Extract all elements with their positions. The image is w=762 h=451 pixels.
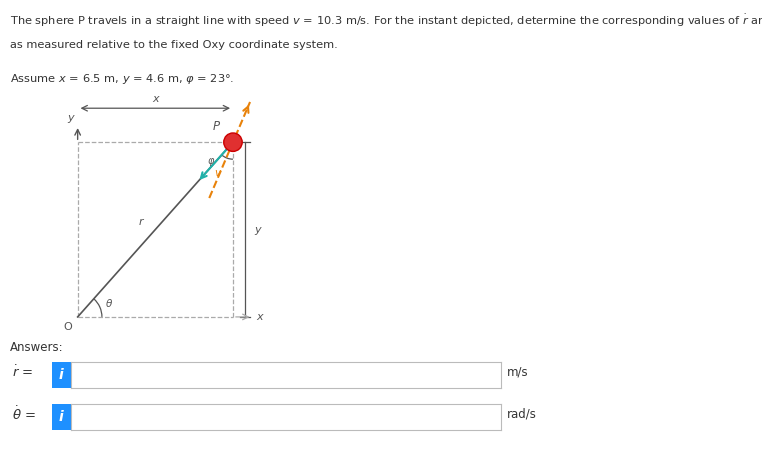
Text: $\dot{r}$ =: $\dot{r}$ = — [12, 364, 34, 380]
Text: rad/s: rad/s — [507, 408, 536, 420]
Text: P: P — [213, 120, 219, 133]
Text: x: x — [256, 312, 263, 322]
Text: i: i — [59, 410, 64, 424]
Text: Answers:: Answers: — [10, 341, 63, 354]
Text: $\varphi$: $\varphi$ — [207, 156, 216, 168]
Text: m/s: m/s — [507, 366, 528, 378]
Text: $\dot{\theta}$ =: $\dot{\theta}$ = — [12, 405, 36, 423]
Text: as measured relative to the fixed Oxy coordinate system.: as measured relative to the fixed Oxy co… — [10, 40, 338, 50]
Text: Assume $x$ = 6.5 m, $y$ = 4.6 m, $\varphi$ = 23°.: Assume $x$ = 6.5 m, $y$ = 4.6 m, $\varph… — [10, 72, 234, 86]
Text: i: i — [59, 368, 64, 382]
Text: r: r — [139, 216, 143, 227]
Circle shape — [224, 133, 242, 152]
Text: x: x — [152, 93, 158, 104]
Text: $\theta$: $\theta$ — [105, 297, 114, 309]
Text: The sphere P travels in a straight line with speed $v$ = 10.3 m/s. For the insta: The sphere P travels in a straight line … — [10, 11, 762, 28]
Text: y: y — [67, 113, 74, 123]
Text: O: O — [63, 322, 72, 331]
Text: v: v — [215, 167, 221, 178]
Text: y: y — [254, 225, 261, 235]
